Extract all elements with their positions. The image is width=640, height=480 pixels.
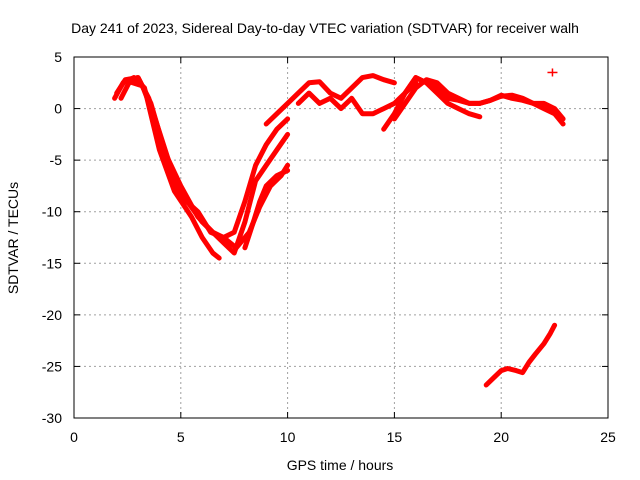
series-track-7 <box>295 80 419 117</box>
y-tick-label: -20 <box>42 307 62 323</box>
y-tick-label: -15 <box>42 255 62 271</box>
data-series <box>112 68 566 388</box>
y-tick-label: 5 <box>54 49 62 65</box>
y-axis-label: SDTVAR / TECUs <box>5 182 21 294</box>
x-tick-label: 20 <box>493 429 509 445</box>
y-tick-label: 0 <box>54 101 62 117</box>
series-track-5 <box>242 168 291 251</box>
isolated-point <box>547 68 558 77</box>
series-track-11 <box>477 92 566 127</box>
series-track-12 <box>483 322 558 388</box>
x-tick-label: 0 <box>70 429 78 445</box>
axis-ticks: 0 5 10 15 20 25 5 0 -5 -10 -15 -20 -25 -30 <box>42 49 616 445</box>
x-tick-label: 10 <box>280 429 296 445</box>
x-axis-label: GPS time / hours <box>287 457 394 473</box>
x-tick-label: 5 <box>177 429 185 445</box>
y-tick-label: -5 <box>50 152 63 168</box>
chart-title: Day 241 of 2023, Sidereal Day-to-day VTE… <box>71 20 579 36</box>
plot-border <box>73 56 609 419</box>
x-tick-label: 25 <box>600 429 616 445</box>
y-tick-label: -25 <box>42 358 62 374</box>
series-track-6 <box>263 73 397 127</box>
series-track-4 <box>124 75 291 251</box>
x-tick-label: 15 <box>387 429 403 445</box>
y-tick-label: -30 <box>42 410 62 426</box>
y-tick-label: -10 <box>42 204 62 220</box>
